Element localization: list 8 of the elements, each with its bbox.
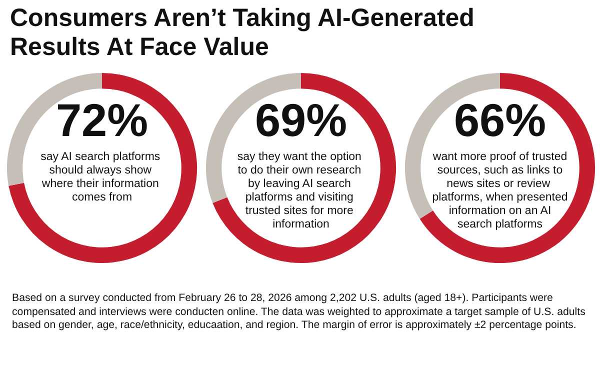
text: say they want the option to do their own research by leaving AI search platforms and visiting trusted sites for more information <box>237 150 365 230</box>
text: want more proof of trusted sources, such as links to news sites or review platforms, when presented information on an AI search platforms <box>432 150 568 230</box>
data-label: 72% <box>56 94 148 146</box>
chart-title: Consumers Aren’t Taking AI-Generated Results At Face Value <box>10 4 476 62</box>
data-label: 66% <box>454 94 546 146</box>
text: say AI search platforms should always show where their information comes from <box>40 150 164 204</box>
data-label: 69% <box>254 94 348 146</box>
text: Based on a survey conducted from February 26 to 28, 2026 among 2,202 U.S. adults (aged 18+). Participants were compensated and interviews were conducten online. The data was weighted to approximate a target sample of U.S. adults based on gender, age, race/ethnicity, educaation, and region. The margin of error is approximately ±2 percentage points. <box>12 292 586 332</box>
